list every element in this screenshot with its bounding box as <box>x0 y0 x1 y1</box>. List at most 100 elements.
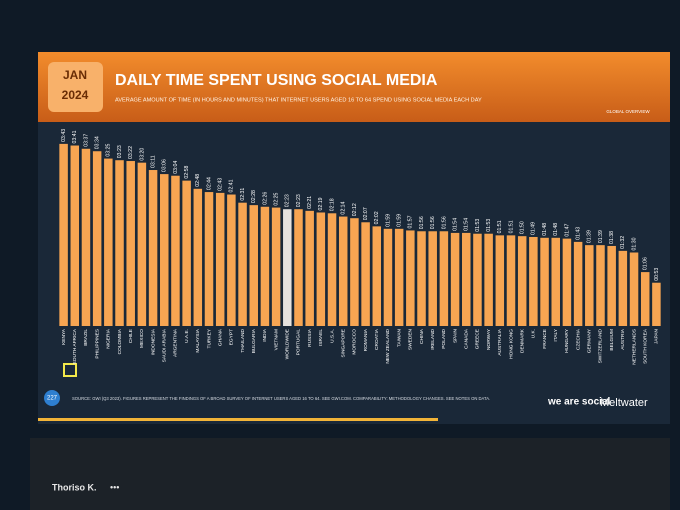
value-label: 03:04 <box>173 161 179 174</box>
value-label: 03:41 <box>72 130 78 143</box>
x-tick-label: MEXICO <box>139 329 145 348</box>
bar <box>283 209 292 326</box>
value-label: 01:51 <box>497 220 503 233</box>
bar <box>70 145 80 326</box>
bar <box>227 194 236 326</box>
x-tick-label: SOUTH KOREA <box>642 328 648 364</box>
value-label: 02:44 <box>206 177 212 190</box>
bar <box>338 216 348 326</box>
bar <box>551 237 560 326</box>
value-label: 02:41 <box>229 179 235 192</box>
bar <box>361 222 370 326</box>
value-label: 03:34 <box>95 136 101 149</box>
slide-header <box>38 52 670 122</box>
x-tick-label: INDIA <box>262 328 268 342</box>
chart-subtitle: AVERAGE AMOUNT OF TIME (IN HOURS AND MIN… <box>115 97 482 103</box>
x-tick-label: SWITZERLAND <box>598 328 604 363</box>
x-tick-label: NORWAY <box>486 328 492 350</box>
bar <box>462 232 471 326</box>
value-label: 02:14 <box>341 201 347 214</box>
x-tick-label: AUSTRALIA <box>497 328 503 355</box>
badge-month: JAN <box>63 68 87 82</box>
x-tick-label: PORTUGAL <box>296 329 302 356</box>
x-tick-label: ROMANIA <box>363 328 369 351</box>
bar <box>473 233 482 326</box>
x-tick-label: CHINA <box>419 328 425 344</box>
x-tick-label: POLAND <box>441 328 447 348</box>
value-label: 03:22 <box>128 146 134 159</box>
value-label: 01:56 <box>419 216 425 229</box>
value-label: 01:59 <box>397 214 403 227</box>
x-tick-label: NEW ZEALAND <box>385 328 391 363</box>
x-tick-label: ISRAEL <box>318 329 324 346</box>
source-note: SOURCE: GWI (Q3 2023). FIGURES REPRESENT… <box>72 396 490 401</box>
x-tick-label: HUNGARY <box>564 328 570 353</box>
bar <box>260 206 270 326</box>
x-tick-label: SOUTH AFRICA <box>72 328 78 364</box>
value-label: 02:21 <box>307 196 313 209</box>
viewer-name: Thoriso K. <box>52 482 97 492</box>
value-label: 03:43 <box>61 129 67 142</box>
bar <box>115 160 124 326</box>
value-label: 01:53 <box>475 219 481 232</box>
value-label: 01:50 <box>520 221 526 234</box>
value-label: 01:56 <box>441 216 447 229</box>
bar <box>92 151 102 326</box>
bar <box>618 250 628 326</box>
value-label: 02:43 <box>218 178 224 191</box>
value-label: 01:51 <box>508 220 514 233</box>
bar <box>607 245 616 326</box>
viewer-strip <box>30 438 670 510</box>
x-tick-label: AUSTRIA <box>620 328 626 350</box>
page-number-disc <box>44 390 60 406</box>
bar <box>406 230 415 326</box>
value-label: 01:48 <box>553 223 559 236</box>
x-tick-label: WORLDWIDE <box>285 329 291 359</box>
viewer-menu[interactable]: ••• <box>110 482 119 492</box>
bar <box>640 272 650 326</box>
bar <box>193 188 203 326</box>
value-label: 02:19 <box>318 197 324 210</box>
x-tick-label: GHANA <box>217 328 223 346</box>
bar <box>383 228 393 326</box>
bar <box>59 143 68 326</box>
bar <box>238 202 247 326</box>
bar <box>540 237 549 326</box>
bar <box>249 205 258 326</box>
value-label: 01:53 <box>486 219 492 232</box>
x-tick-label: ITALY <box>553 328 559 341</box>
x-tick-label: EGYPT <box>229 329 235 345</box>
value-label: 02:48 <box>195 174 201 187</box>
x-tick-label: BRAZIL <box>83 329 89 346</box>
bar <box>160 174 169 326</box>
bar <box>204 192 214 326</box>
x-tick-label: IRELAND <box>430 328 436 349</box>
bar <box>271 207 281 326</box>
bar <box>517 236 527 326</box>
value-label: 03:20 <box>139 148 145 161</box>
x-tick-label: TAIWAN <box>396 328 402 347</box>
progress-bar <box>38 418 438 421</box>
bar <box>562 238 572 326</box>
bar <box>316 212 326 326</box>
plot: 03:43 KENYA 03:41 SOUTH AFRICA 03:37 BRAZIL 03… <box>59 129 661 365</box>
x-tick-label: JAPAN <box>654 328 660 344</box>
date-badge <box>48 62 103 112</box>
x-tick-label: BULGARIA <box>251 328 257 353</box>
bar <box>327 213 337 326</box>
badge-year: 2024 <box>62 88 89 102</box>
value-label: 02:23 <box>296 194 302 207</box>
x-tick-label: U.A.E. <box>184 329 190 343</box>
bar <box>104 158 113 326</box>
x-tick-label: NIGERIA <box>106 328 112 349</box>
value-label: 01:54 <box>452 218 458 231</box>
bar <box>573 241 583 326</box>
x-tick-label: U.K. <box>531 329 537 338</box>
x-tick-label: THAILAND <box>240 328 246 352</box>
value-label: 02:02 <box>374 211 380 224</box>
value-label: 01:06 <box>643 257 649 270</box>
bar <box>585 245 594 326</box>
value-label: 01:59 <box>385 214 391 227</box>
value-label: 01:38 <box>609 231 615 244</box>
